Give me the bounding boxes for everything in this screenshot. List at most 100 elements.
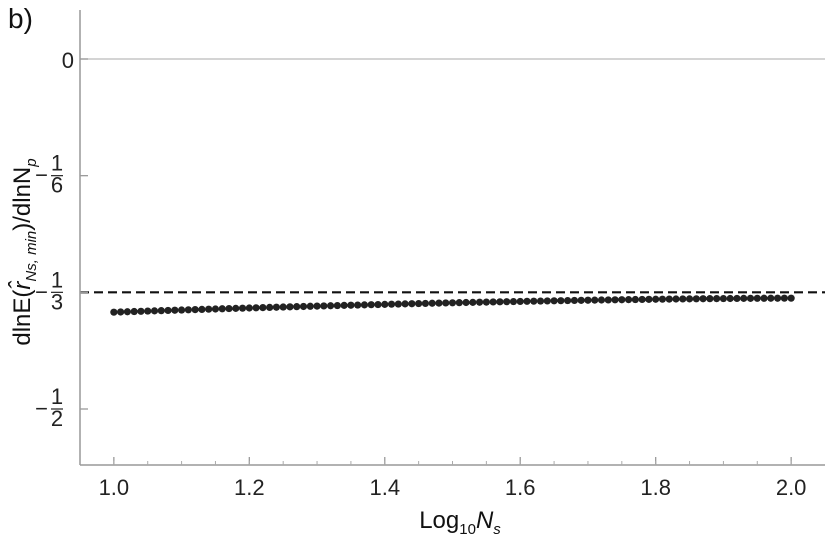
- data-point: [428, 299, 436, 307]
- data-point: [299, 302, 308, 311]
- data-point: [516, 297, 524, 306]
- data-point: [184, 306, 192, 314]
- axes: [79, 10, 825, 466]
- y-tick-numerator: 1: [51, 151, 63, 176]
- data-point: [340, 301, 348, 309]
- data-point: [760, 294, 768, 302]
- data-point: [415, 299, 423, 308]
- data-point: [679, 295, 687, 303]
- data-point: [665, 295, 673, 303]
- data-point: [604, 296, 612, 304]
- data-point: [462, 298, 470, 307]
- data-point: [699, 295, 707, 303]
- data-point: [780, 294, 788, 302]
- x-ticks: 1.0 1.2 1.4 1.6 1.8 2.0: [99, 457, 807, 500]
- data-point: [177, 306, 186, 314]
- data-point: [570, 296, 579, 305]
- panel-label: b): [8, 3, 33, 34]
- data-point: [597, 296, 606, 304]
- data-point: [706, 295, 714, 303]
- data-point: [530, 297, 538, 305]
- data-point: [645, 295, 653, 303]
- data-point: [455, 299, 463, 307]
- data-point: [787, 294, 795, 302]
- y-tick-sign: −: [35, 163, 48, 188]
- data-point: [509, 297, 518, 306]
- data-point: [191, 306, 199, 314]
- data-point: [435, 299, 443, 307]
- data-point: [740, 294, 748, 302]
- data-point: [306, 302, 314, 310]
- data-point: [618, 296, 626, 304]
- data-point: [333, 301, 341, 310]
- data-point: [503, 298, 511, 306]
- data-point: [448, 299, 457, 307]
- y-tick-numerator: 1: [51, 267, 63, 292]
- x-axis-label: Log10Ns: [419, 507, 501, 536]
- data-point: [238, 304, 247, 312]
- data-point: [286, 303, 294, 311]
- data-point: [577, 296, 585, 304]
- data-point: [387, 300, 396, 308]
- data-point: [496, 298, 504, 306]
- data-point: [746, 294, 755, 302]
- data-point: [110, 308, 118, 316]
- data-point: [279, 303, 287, 311]
- data-point: [320, 302, 328, 310]
- data-point: [767, 294, 775, 302]
- data-point: [584, 296, 592, 304]
- data-point: [252, 304, 260, 312]
- data-point: [543, 297, 551, 305]
- data-point: [381, 300, 389, 308]
- data-point: [259, 303, 267, 312]
- data-point: [232, 304, 240, 312]
- data-point: [326, 302, 335, 310]
- data-point: [442, 299, 450, 307]
- y-tick-denominator: 3: [51, 289, 63, 314]
- data-point: [401, 300, 409, 308]
- data-point: [218, 305, 226, 313]
- x-tick-label: 2.0: [776, 475, 807, 500]
- data-point: [550, 297, 558, 305]
- data-point: [489, 298, 497, 306]
- data-point: [144, 307, 152, 315]
- y-ticks: 0− 16− 13− 12: [35, 48, 88, 431]
- data-point: [536, 297, 545, 305]
- data-point: [469, 298, 477, 306]
- data-point: [482, 298, 490, 306]
- data-point: [638, 295, 646, 304]
- data-point: [631, 295, 639, 304]
- data-point: [225, 304, 233, 313]
- data-point: [130, 307, 138, 316]
- data-point: [713, 294, 721, 303]
- reference-lines: [80, 58, 825, 294]
- data-point: [685, 295, 694, 303]
- data-point: [150, 307, 159, 315]
- x-tick-label: 1.2: [234, 475, 265, 500]
- data-point: [164, 306, 172, 315]
- data-point: [421, 299, 430, 308]
- data-point: [157, 307, 165, 315]
- data-point: [198, 305, 206, 313]
- data-point: [564, 296, 572, 305]
- data-point: [658, 295, 667, 303]
- y-tick-sign: −: [35, 396, 48, 421]
- x-tick-label: 1.4: [369, 475, 400, 500]
- data-point: [523, 297, 531, 305]
- data-point: [272, 303, 281, 311]
- data-point: [692, 295, 700, 303]
- x-tick-label: 1.0: [99, 475, 130, 500]
- data-point: [719, 294, 728, 303]
- data-point: [611, 296, 619, 304]
- y-tick-denominator: 2: [51, 406, 63, 431]
- x-tick-label: 1.8: [640, 475, 671, 500]
- data-point: [733, 294, 741, 303]
- y-tick-label: 0: [62, 48, 74, 73]
- y-axis-label: dlnE(r̂Ns, min)/dlnNp: [8, 158, 40, 345]
- y-tick-numerator: 1: [51, 384, 63, 409]
- data-point: [591, 296, 599, 304]
- data-point: [374, 300, 382, 309]
- data-point: [347, 301, 355, 309]
